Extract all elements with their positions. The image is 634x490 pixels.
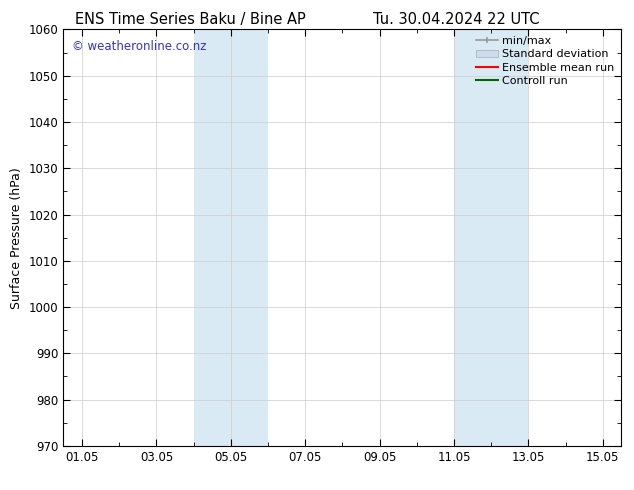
Legend: min/max, Standard deviation, Ensemble mean run, Controll run: min/max, Standard deviation, Ensemble me… <box>471 32 619 91</box>
Bar <box>454 29 528 446</box>
Text: ENS Time Series Baku / Bine AP: ENS Time Series Baku / Bine AP <box>75 12 306 27</box>
Text: © weatheronline.co.nz: © weatheronline.co.nz <box>72 40 206 53</box>
Y-axis label: Surface Pressure (hPa): Surface Pressure (hPa) <box>10 167 23 309</box>
Bar <box>193 29 268 446</box>
Text: Tu. 30.04.2024 22 UTC: Tu. 30.04.2024 22 UTC <box>373 12 540 27</box>
